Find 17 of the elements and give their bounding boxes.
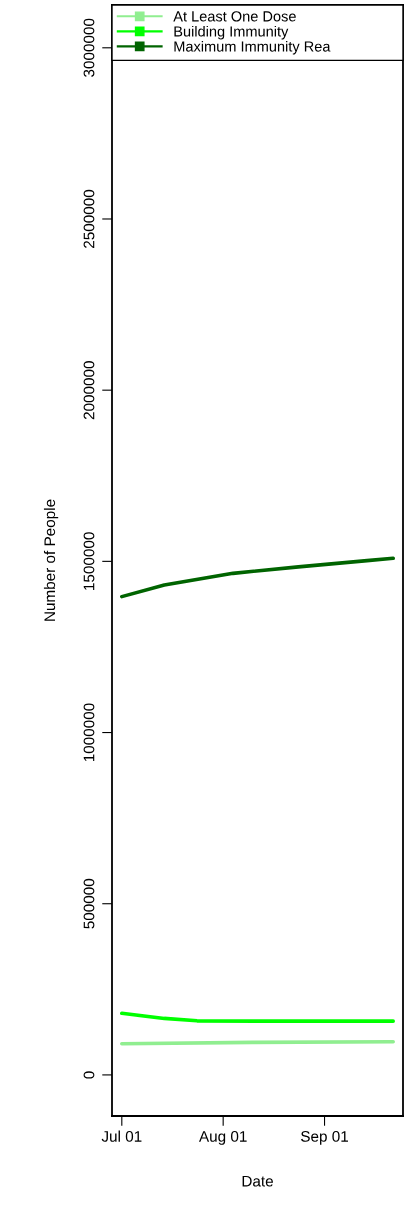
x-axis-title: Date (242, 1175, 273, 1187)
line-series (120, 1011, 395, 1023)
legend-label: At Least One Dose (173, 11, 296, 22)
legend-label: Building Immunity (174, 25, 289, 40)
y-tick-label: 1500000 (83, 532, 95, 590)
line-series (120, 556, 395, 599)
y-tick-label: 1000000 (83, 703, 95, 762)
y-tick-label: 2500000 (83, 189, 95, 248)
y-tick-label: 500000 (83, 878, 95, 929)
x-tick-label: Jul 01 (101, 1130, 142, 1142)
x-tick-label: Aug 01 (198, 1130, 247, 1145)
y-tick-label: 0 (83, 1071, 95, 1079)
y-tick-label: 3000000 (83, 18, 95, 77)
x-tick-label: Sep 01 (301, 1130, 348, 1145)
legend-label: Maximum Immunity Rea (174, 40, 331, 55)
y-axis-title: Number of People (43, 499, 59, 621)
y-tick-label: 2000000 (83, 361, 95, 420)
